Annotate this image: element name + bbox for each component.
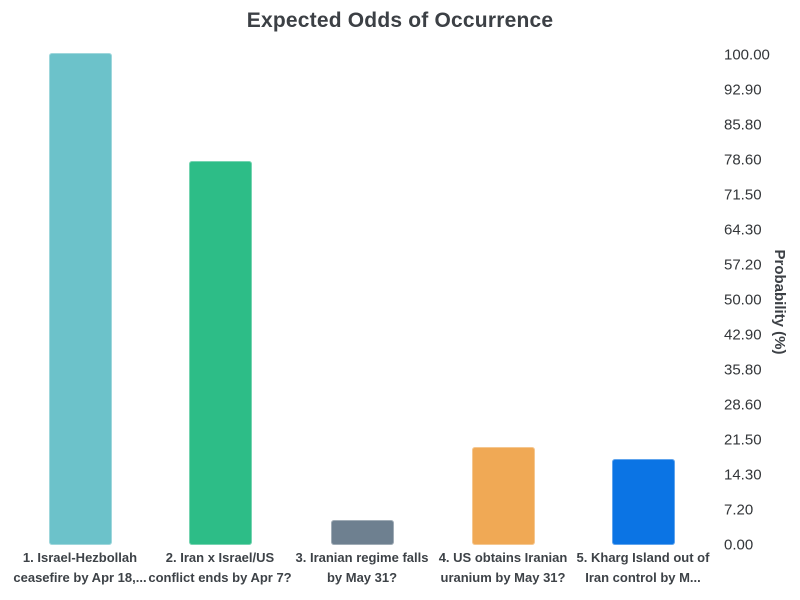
y-tick-3: 85.80	[724, 116, 762, 134]
x-label-line: uranium by May 31?	[440, 570, 566, 585]
y-tick-15: 0.00	[724, 536, 754, 554]
y-tick-6: 64.30	[724, 221, 762, 239]
y-tick-14: 7.20	[724, 501, 754, 519]
x-label-line: 3. Iranian regime falls	[295, 550, 429, 565]
y-tick-11: 28.60	[724, 396, 762, 414]
x-label-line: ceasefire by Apr 18,...	[13, 570, 147, 585]
x-label-line: 4. US obtains Iranian	[438, 550, 568, 565]
bar-5[interactable]	[611, 458, 675, 545]
bar-1[interactable]	[48, 53, 112, 545]
x-label-1: 1. Israel-Hezbollah ceasefire by Apr 18,.…	[0, 548, 168, 588]
chart-title: Expected Odds of Occurrence	[246, 9, 554, 32]
y-tick-1: 100.00	[724, 46, 770, 64]
x-label-line: 5. Kharg Island out of	[576, 550, 710, 565]
x-label-2: 2. Iran x Israel/US conflict ends by Apr …	[132, 548, 308, 588]
y-tick-13: 14.30	[724, 466, 762, 484]
x-label-line: 2. Iran x Israel/US	[165, 550, 275, 565]
x-label-5: 5. Kharg Island out of Iran control by M.…	[555, 548, 731, 588]
y-tick-4: 78.60	[724, 151, 762, 169]
y-axis-title: Probability (%)	[771, 249, 788, 355]
bar-3[interactable]	[330, 520, 394, 545]
y-tick-5: 71.50	[724, 186, 762, 204]
x-label-line: by May 31?	[326, 570, 398, 585]
bar-2[interactable]	[188, 161, 252, 545]
y-tick-8: 50.00	[724, 291, 762, 309]
y-tick-12: 21.50	[724, 431, 762, 449]
y-tick-10: 35.80	[724, 361, 762, 379]
x-label-line: Iran control by M...	[585, 570, 701, 585]
y-tick-9: 42.90	[724, 326, 762, 344]
x-label-4: 4. US obtains Iranian uranium by May 31?	[415, 548, 591, 588]
y-tick-2: 92.90	[724, 81, 762, 99]
bar-4[interactable]	[471, 446, 535, 545]
x-label-line: conflict ends by Apr 7?	[148, 570, 292, 585]
x-label-line: 1. Israel-Hezbollah	[22, 550, 138, 565]
x-label-3: 3. Iranian regime falls by May 31?	[274, 548, 450, 588]
y-tick-7: 57.20	[724, 256, 762, 274]
